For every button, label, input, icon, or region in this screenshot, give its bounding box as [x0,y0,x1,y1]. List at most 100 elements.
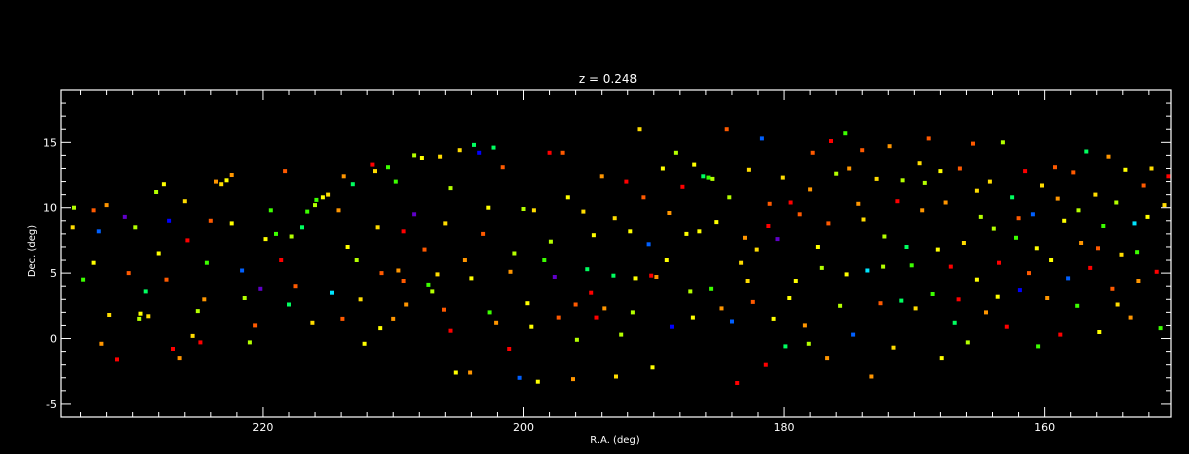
data-point [1149,166,1154,171]
data-point [684,231,689,236]
data-point [987,179,992,184]
data-point [274,231,278,236]
data-point [1119,252,1124,257]
data-point [793,279,798,283]
data-point [1016,216,1021,221]
data-point [1004,324,1009,329]
data-point [435,272,440,277]
data-point [240,268,245,273]
data-point [624,179,629,184]
data-point [486,205,491,210]
data-point [283,169,288,174]
data-point [133,225,138,230]
data-point [457,148,462,153]
data-point [978,214,983,219]
data-point [287,302,291,307]
data-point [472,142,476,147]
data-point [508,269,513,274]
data-point [350,182,355,187]
data-point [340,316,345,321]
data-point [754,247,759,252]
data-point [767,201,772,206]
data-point [938,169,943,174]
data-point [895,199,900,204]
x-axis-label: R.A. (deg) [590,435,640,446]
data-point [759,136,764,141]
data-point [1066,276,1071,281]
data-point [96,229,101,234]
data-point [843,131,848,136]
y-tick-label: 0 [50,333,57,346]
data-point [195,309,200,314]
data-point [591,233,596,238]
data-point [829,139,833,143]
data-point [1128,315,1133,320]
data-point [1000,140,1005,145]
data-point [517,375,522,380]
data-point [766,224,771,228]
data-point [887,144,892,149]
data-point [961,241,966,245]
data-point [146,314,151,319]
data-point [1115,302,1120,307]
data-point [247,340,252,345]
data-point [904,245,909,249]
data-point [1023,169,1028,174]
data-point [320,195,325,200]
data-point [891,345,896,350]
data-point [913,306,918,311]
data-point [709,286,714,291]
data-point [182,199,187,204]
data-point [670,324,674,329]
data-point [81,277,86,282]
data-point [229,173,234,177]
data-point [453,370,458,375]
data-point [1088,265,1093,270]
data-point [688,289,693,294]
data-point [391,316,396,321]
data-point [293,284,298,289]
data-point [856,201,861,206]
x-tick-label: 200 [513,421,534,434]
data-point [628,229,633,234]
data-point [494,320,499,325]
data-point [775,237,780,242]
data-point [697,229,702,234]
plot-frame [60,89,1172,418]
data-point [834,171,839,176]
data-point [1114,200,1119,205]
data-point [115,357,119,362]
data-point [430,289,435,294]
data-point [70,225,75,230]
data-point [815,245,820,249]
data-point [965,340,970,345]
data-point [448,328,453,333]
data-point [300,225,304,230]
data-point [481,231,486,236]
data-point [426,282,431,287]
data-point [443,221,448,226]
x-tick-label: 160 [1034,421,1055,434]
data-point [500,165,505,170]
data-point [1141,183,1146,188]
data-point [930,292,935,296]
data-point [826,221,831,226]
data-point [552,275,557,279]
data-point [1145,214,1150,219]
data-point [171,347,175,351]
data-point [573,302,578,307]
data-point [750,299,755,304]
data-point [780,175,785,180]
data-point [1071,170,1076,175]
data-point [783,344,788,349]
data-point [229,221,234,226]
data-point [581,209,586,214]
data-point [341,174,346,179]
data-point [386,165,390,170]
data-point [649,273,654,278]
data-point [224,178,229,183]
data-point [1166,174,1171,179]
data-point [531,208,536,213]
data-point [268,208,273,213]
